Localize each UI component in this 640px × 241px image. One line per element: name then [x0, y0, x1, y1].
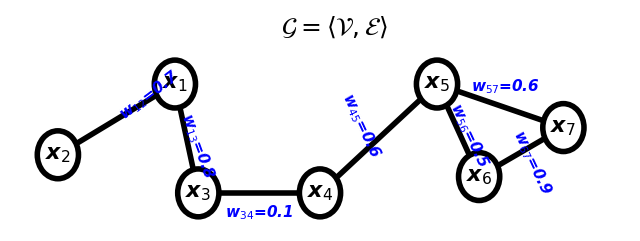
Text: w$_{57}$=0.6: w$_{57}$=0.6	[470, 77, 540, 96]
Text: $\boldsymbol{x}_{3}$: $\boldsymbol{x}_{3}$	[186, 183, 211, 203]
Circle shape	[178, 169, 219, 217]
Text: w$_{13}$=0.8: w$_{13}$=0.8	[177, 110, 218, 182]
Text: $\boldsymbol{x}_{6}$: $\boldsymbol{x}_{6}$	[466, 167, 492, 187]
Text: w$_{45}$=0.6: w$_{45}$=0.6	[339, 90, 385, 161]
Text: $\boldsymbol{x}_{2}$: $\boldsymbol{x}_{2}$	[45, 145, 71, 165]
Circle shape	[300, 169, 340, 217]
Text: w$_{56}$=0.5: w$_{56}$=0.5	[446, 100, 492, 171]
Text: $\boldsymbol{x}_{4}$: $\boldsymbol{x}_{4}$	[307, 183, 333, 203]
Text: $\boldsymbol{x}_{5}$: $\boldsymbol{x}_{5}$	[424, 74, 450, 94]
Circle shape	[543, 104, 584, 152]
Circle shape	[458, 153, 500, 201]
Circle shape	[37, 131, 79, 179]
Circle shape	[417, 60, 458, 108]
Text: w$_{12}$=0.7: w$_{12}$=0.7	[116, 67, 183, 124]
Circle shape	[154, 60, 195, 108]
Text: w$_{34}$=0.1: w$_{34}$=0.1	[225, 203, 293, 222]
Text: $\boldsymbol{x}_{1}$: $\boldsymbol{x}_{1}$	[162, 74, 188, 94]
Text: $\boldsymbol{x}_{7}$: $\boldsymbol{x}_{7}$	[550, 118, 577, 138]
Text: w$_{67}$=0.9: w$_{67}$=0.9	[509, 127, 556, 198]
Text: $\mathcal{G} = \langle \mathcal{V}, \mathcal{E} \rangle$: $\mathcal{G} = \langle \mathcal{V}, \mat…	[280, 15, 388, 40]
